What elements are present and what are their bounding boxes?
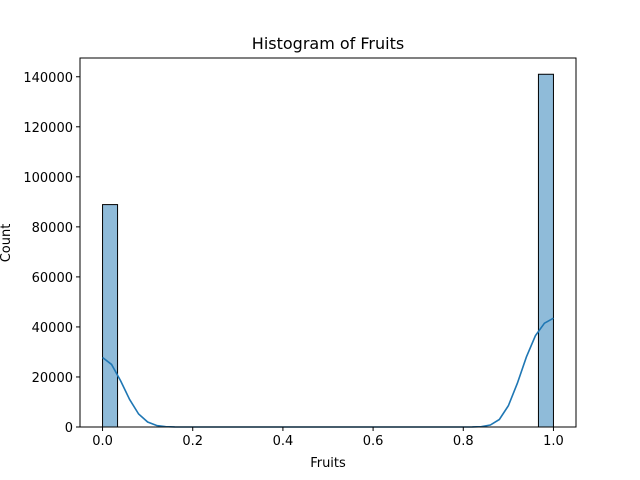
y-tick-label: 40000 [32, 321, 73, 336]
x-tick-label: 0.4 [273, 434, 294, 449]
y-tick-label: 120000 [23, 121, 73, 136]
y-axis-ticks: 0 20000 40000 60000 80000 100000 120000 140000 [23, 71, 80, 436]
x-tick-label: 0.6 [363, 434, 384, 449]
histogram-bars [102, 73, 554, 428]
chart-title: Histogram of Fruits [252, 34, 404, 53]
x-axis-label: Fruits [310, 456, 346, 471]
histogram-bar-1 [537, 73, 554, 428]
plot-frame [79, 57, 577, 428]
y-tick-label: 20000 [32, 371, 73, 386]
y-tick-label: 140000 [23, 71, 73, 86]
histogram-bar-0 [102, 204, 119, 428]
y-tick-label: 0 [65, 421, 73, 436]
x-tick-label: 0.8 [453, 434, 474, 449]
y-tick-label: 80000 [32, 221, 73, 236]
x-tick-label: 0.0 [92, 434, 113, 449]
axes [79, 57, 577, 428]
y-tick-label: 60000 [32, 271, 73, 286]
x-tick-label: 1.0 [543, 434, 564, 449]
x-axis-ticks: 0.0 0.2 0.4 0.6 0.8 1.0 [92, 427, 564, 449]
x-tick-label: 0.2 [182, 434, 203, 449]
y-tick-label: 100000 [23, 171, 73, 186]
kde-curve [102, 317, 554, 428]
y-axis-label: Count [0, 224, 14, 263]
